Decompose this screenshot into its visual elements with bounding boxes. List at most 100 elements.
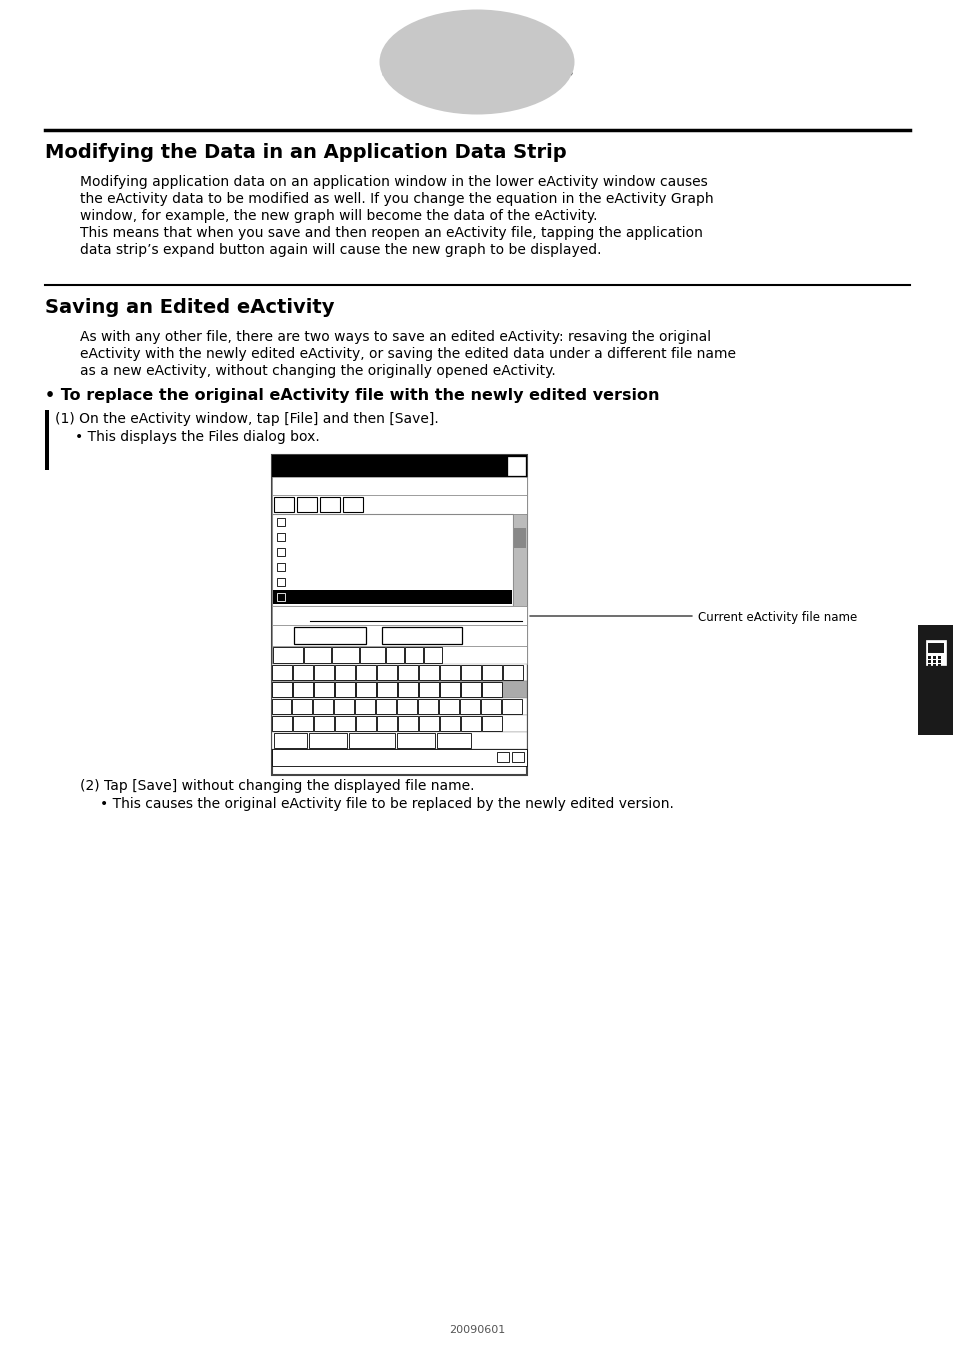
Bar bbox=[272, 699, 291, 714]
Bar bbox=[932, 664, 935, 667]
Text: eact1: eact1 bbox=[289, 562, 318, 572]
Bar bbox=[381, 626, 461, 644]
Bar bbox=[417, 699, 437, 714]
Bar bbox=[272, 455, 526, 477]
Text: g: g bbox=[383, 701, 388, 710]
Text: y: y bbox=[384, 684, 389, 693]
Bar bbox=[276, 563, 285, 571]
Bar bbox=[314, 666, 334, 680]
Text: x: x bbox=[321, 718, 326, 728]
Bar bbox=[497, 752, 509, 761]
Text: 4: 4 bbox=[342, 667, 347, 676]
Bar bbox=[397, 666, 417, 680]
Bar bbox=[513, 514, 526, 606]
Text: %: % bbox=[278, 701, 284, 710]
Text: ►: ► bbox=[430, 649, 435, 657]
Bar bbox=[309, 733, 347, 748]
Bar bbox=[276, 548, 285, 556]
Text: b: b bbox=[384, 718, 389, 728]
Bar bbox=[480, 699, 500, 714]
Text: r: r bbox=[342, 684, 347, 693]
Bar bbox=[272, 606, 526, 625]
Bar bbox=[932, 656, 935, 659]
Bar bbox=[359, 647, 385, 663]
Text: k: k bbox=[446, 701, 451, 710]
Text: /: / bbox=[489, 718, 494, 728]
Text: • To replace the original eActivity file with the newly edited version: • To replace the original eActivity file… bbox=[45, 387, 659, 404]
Text: s: s bbox=[320, 701, 325, 710]
Bar bbox=[293, 666, 313, 680]
Text: 2D: 2D bbox=[367, 649, 377, 657]
Text: • This displays the Files dialog box.: • This displays the Files dialog box. bbox=[75, 431, 319, 444]
Bar bbox=[45, 410, 49, 470]
Bar bbox=[272, 698, 526, 716]
Text: z: z bbox=[300, 718, 305, 728]
Text: ,: , bbox=[447, 718, 452, 728]
Bar bbox=[481, 682, 501, 697]
Text: 2: 2 bbox=[300, 667, 305, 676]
Bar bbox=[375, 699, 395, 714]
Bar bbox=[349, 733, 395, 748]
Bar bbox=[937, 656, 940, 659]
Text: SMBL: SMBL bbox=[406, 734, 425, 744]
Bar bbox=[335, 716, 355, 730]
Text: Dir:main: Dir:main bbox=[275, 752, 323, 761]
Text: ←: ← bbox=[510, 667, 515, 676]
Bar bbox=[274, 497, 294, 512]
Text: Modifying the Data in an Application Data Strip: Modifying the Data in an Application Dat… bbox=[45, 143, 566, 162]
Text: ;: ; bbox=[488, 701, 493, 710]
Text: • This causes the original eActivity file to be replaced by the newly edited ver: • This causes the original eActivity fil… bbox=[100, 796, 673, 811]
Text: as a new eActivity, without changing the originally opened eActivity.: as a new eActivity, without changing the… bbox=[80, 364, 556, 378]
Bar bbox=[313, 699, 333, 714]
Text: n: n bbox=[405, 718, 410, 728]
Text: (1) On the eActivity window, tap [File] and then [Save].: (1) On the eActivity window, tap [File] … bbox=[55, 412, 438, 427]
Text: EXE: EXE bbox=[447, 734, 460, 744]
Text: ': ' bbox=[509, 701, 514, 710]
Text: Current eActivity file name: Current eActivity file name bbox=[698, 612, 857, 624]
Text: X: X bbox=[513, 458, 519, 468]
Bar bbox=[386, 647, 403, 663]
Text: .: . bbox=[468, 718, 473, 728]
Text: j: j bbox=[425, 701, 430, 710]
Bar bbox=[927, 660, 930, 663]
Text: h: h bbox=[404, 701, 409, 710]
Bar bbox=[304, 647, 331, 663]
Bar bbox=[439, 666, 459, 680]
Text: v: v bbox=[363, 718, 368, 728]
Bar bbox=[314, 716, 334, 730]
Bar bbox=[272, 682, 292, 697]
Bar bbox=[273, 647, 303, 663]
Bar bbox=[272, 732, 526, 749]
Bar bbox=[276, 533, 285, 541]
Bar bbox=[335, 682, 355, 697]
Ellipse shape bbox=[379, 9, 574, 115]
Text: File  Search: File Search bbox=[275, 481, 351, 490]
Bar bbox=[294, 626, 366, 644]
Text: Saving an Edited eActivity: Saving an Edited eActivity bbox=[45, 298, 335, 317]
Text: AAⁱ: AAⁱ bbox=[346, 500, 359, 508]
Bar bbox=[460, 682, 480, 697]
Text: d: d bbox=[341, 701, 346, 710]
Bar bbox=[418, 682, 438, 697]
Bar bbox=[272, 749, 526, 765]
Bar bbox=[272, 625, 526, 647]
Bar bbox=[507, 458, 524, 475]
Bar bbox=[272, 514, 513, 606]
Text: Modifying application data on an application window in the lower eActivity windo: Modifying application data on an applica… bbox=[80, 176, 707, 189]
Text: m: m bbox=[426, 718, 431, 728]
Bar bbox=[436, 733, 471, 748]
Bar bbox=[397, 716, 417, 730]
Text: w: w bbox=[300, 684, 305, 693]
Text: As with any other file, there are two ways to save an edited eActivity: resaving: As with any other file, there are two wa… bbox=[80, 329, 710, 344]
Bar bbox=[927, 643, 943, 653]
Text: 7: 7 bbox=[405, 667, 410, 676]
Text: Files: Files bbox=[371, 458, 408, 471]
Text: data strip’s expand button again will cause the new graph to be displayed.: data strip’s expand button again will ca… bbox=[80, 243, 601, 256]
Bar bbox=[501, 699, 521, 714]
Bar bbox=[459, 699, 479, 714]
Bar bbox=[335, 666, 355, 680]
Text: 8: 8 bbox=[426, 667, 431, 676]
Bar bbox=[272, 666, 292, 680]
Text: ⊙: ⊙ bbox=[304, 500, 309, 508]
Text: AA: AA bbox=[325, 500, 335, 508]
